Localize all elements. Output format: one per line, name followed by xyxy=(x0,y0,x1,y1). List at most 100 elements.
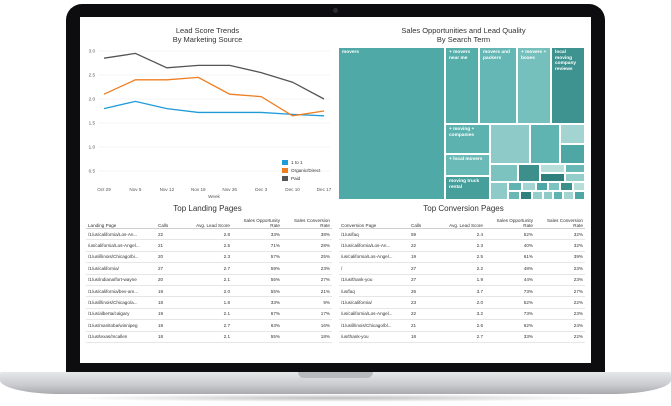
treemap-cell-small[interactable] xyxy=(536,182,548,191)
conversion-table-row[interactable]: /1/us/california/Los-An... 22 2.3 40% 32% xyxy=(339,239,585,252)
landing-col-opportunity-rate[interactable]: Sales Opportunity Rate xyxy=(232,214,282,229)
treemap-cell-moving-truck-rental[interactable]: moving truck rental xyxy=(445,176,490,200)
conversion-cell-lead-score: 2.3 xyxy=(442,239,485,252)
landing-col-conversion-rate[interactable]: Sales Conversion Rate xyxy=(282,214,332,229)
treemap-cell-small[interactable] xyxy=(565,164,585,173)
conversion-col-lead-score[interactable]: Avg. Lead Score xyxy=(442,214,485,229)
treemap-cell-small[interactable] xyxy=(490,124,530,164)
landing-table-row[interactable]: /us/california/Los-Angel... 21 2.5 71% 28% xyxy=(86,239,332,252)
treemap-cell-small[interactable] xyxy=(574,191,585,200)
landing-cell-page: /1/us/illinois/Chicago/a... xyxy=(86,296,156,309)
treemap-cell-small[interactable] xyxy=(540,164,565,173)
landing-table-row[interactable]: /1/us/california/27 2.7 59% 23% xyxy=(86,262,332,275)
treemap-cell-small[interactable] xyxy=(530,124,560,164)
landing-cell-calls: 27 xyxy=(156,262,189,275)
conversion-cell-lead-score: 2.5 xyxy=(442,251,485,264)
conversion-table-row[interactable]: /1/us/faq 59 2.4 52% 32% xyxy=(339,228,585,241)
conversion-table-row[interactable]: /1/us/california/23 2.0 52% 22% xyxy=(339,296,585,309)
treemap-cell-small[interactable] xyxy=(560,182,573,191)
treemap-cell-moving-companies[interactable]: + moving + companies xyxy=(445,124,490,154)
landing-col-lead-score[interactable]: Avg. Lead Score xyxy=(189,214,232,229)
landing-cell-opportunity-rate: 55% xyxy=(232,274,282,286)
conversion-table-row[interactable]: /us/california/Los-Angel... 19 2.5 61% 39% xyxy=(339,251,585,264)
conversion-table-row[interactable]: /1/us/illinois/Chicago/bl... 21 2.6 62% 24% xyxy=(339,319,585,332)
conversion-col-conversion-rate[interactable]: Sales Conversion Rate xyxy=(535,214,585,229)
treemap-cell-small[interactable] xyxy=(518,164,540,182)
treemap-title-line1: Sales Opportunities and Lead Quality xyxy=(401,26,526,35)
treemap-cell-small[interactable] xyxy=(508,182,522,191)
landing-table-row[interactable]: /1/us/illinois/Chicago/a... 18 1.8 33% 9% xyxy=(86,296,332,309)
treemap-label-movers-boxes: + movers + boxes xyxy=(521,50,547,61)
treemap-cell-small[interactable] xyxy=(490,182,508,200)
landing-cell-opportunity-rate: 67% xyxy=(232,308,282,321)
landing-col-page[interactable]: Landing Page xyxy=(86,214,156,229)
treemap-cell-movers-boxes[interactable]: + movers + boxes xyxy=(517,47,551,124)
landing-table-row[interactable]: /1/us/alberta/calgary 19 2.1 67% 17% xyxy=(86,308,332,321)
treemap-cell-small[interactable] xyxy=(573,182,585,191)
conversion-cell-calls: 22 xyxy=(409,239,442,252)
conversion-table-row[interactable]: /us/california/Los-Angel... 22 3.2 73% 23% xyxy=(339,308,585,321)
conversion-cell-lead-score: 2.4 xyxy=(442,228,485,241)
treemap-cell-movers-near-me[interactable]: + movers near me xyxy=(445,47,479,124)
landing-cell-page: /us/california/Los-Angel... xyxy=(86,239,156,252)
landing-table-row[interactable]: /1/us/california/bev-am... 19 2.0 55% 21% xyxy=(86,285,332,298)
conversion-cell-conversion-rate: 22% xyxy=(535,296,585,309)
landing-cell-conversion-rate: 28% xyxy=(282,239,332,252)
conversion-table-row[interactable]: /us/faq 26 3.7 73% 27% xyxy=(339,285,585,298)
conversion-cell-opportunity-rate: 52% xyxy=(485,228,535,241)
x-tick-label: Dec 3 xyxy=(255,187,267,192)
landing-table-row[interactable]: /1/us/texas/mcallen 18 2.1 55% 18% xyxy=(86,331,332,343)
treemap-label-movers-near-me: + movers near me xyxy=(449,50,471,61)
treemap-cell-local-moving-company-reviews[interactable]: local moving company reviews xyxy=(551,47,585,124)
legend-item-1to1[interactable]: 1 to 1 xyxy=(282,160,303,165)
conversion-col-page[interactable]: Conversion Page xyxy=(339,214,409,229)
landing-cell-opportunity-rate: 33% xyxy=(232,228,282,241)
landing-cell-lead-score: 2.1 xyxy=(189,274,232,286)
landing-pages-table: Landing Page Calls Avg. Lead Score Sales… xyxy=(86,214,332,343)
treemap-cell-small[interactable] xyxy=(522,182,536,191)
conversion-cell-opportunity-rate: 73% xyxy=(485,285,535,298)
landing-table-row[interactable]: /1/us/indiana/fort-wayne 20 2.1 55% 27% xyxy=(86,274,332,286)
series-line xyxy=(103,76,325,117)
laptop-base xyxy=(0,372,671,394)
landing-cell-calls: 21 xyxy=(156,239,189,252)
landing-table-row[interactable]: /1/us/manitoba/winnipeg 18 2.7 63% 16% xyxy=(86,319,332,332)
treemap-cell-movers-and-packers[interactable]: movers and packers xyxy=(479,47,517,124)
y-tick-label: 2.0 xyxy=(89,97,96,102)
treemap-cell-small[interactable] xyxy=(490,164,518,182)
landing-cell-opportunity-rate: 57% xyxy=(232,251,282,264)
landing-cell-page: /1/us/manitoba/winnipeg xyxy=(86,319,156,332)
treemap-cell-small[interactable] xyxy=(520,191,532,200)
treemap-cell-small[interactable] xyxy=(565,173,585,182)
legend-item-organic[interactable]: Organic/Direct xyxy=(282,168,320,173)
conversion-col-calls[interactable]: Calls xyxy=(409,214,442,229)
legend-item-paid[interactable]: Paid xyxy=(282,176,300,181)
landing-cell-conversion-rate: 21% xyxy=(282,285,332,298)
line-chart-title: Lead Score Trends By Marketing Source xyxy=(80,26,335,44)
treemap-cell-local-movers[interactable]: + local movers xyxy=(445,154,490,176)
conversion-table-row[interactable]: /us/thank-you 18 2.7 33% 22% xyxy=(339,331,585,343)
treemap-cell-small[interactable] xyxy=(560,144,585,164)
landing-col-calls[interactable]: Calls xyxy=(156,214,189,229)
conversion-table-row[interactable]: /27 2.2 48% 23% xyxy=(339,262,585,275)
series-line xyxy=(103,52,325,100)
conversion-table-row[interactable]: /1/us/thank-you 27 1.9 44% 23% xyxy=(339,274,585,286)
treemap-cell-small[interactable] xyxy=(540,173,565,182)
treemap-cell-small[interactable] xyxy=(553,191,563,200)
conversion-cell-opportunity-rate: 61% xyxy=(485,251,535,264)
treemap-cell-movers[interactable]: movers xyxy=(338,47,445,200)
landing-table-row[interactable]: /1/us/illinois/Chicago/bi... 20 2.3 57% 25% xyxy=(86,251,332,264)
treemap-cell-small[interactable] xyxy=(563,191,574,200)
conversion-cell-conversion-rate: 23% xyxy=(535,262,585,275)
conversion-cell-page: / xyxy=(339,262,409,275)
treemap-cell-small[interactable] xyxy=(543,191,553,200)
conversion-cell-page: /us/california/Los-Angel... xyxy=(339,308,409,321)
conversion-cell-conversion-rate: 24% xyxy=(535,319,585,332)
treemap-label-local-moving-company-reviews: local moving company reviews xyxy=(555,50,577,72)
treemap-cell-small[interactable] xyxy=(548,182,560,191)
landing-table-row[interactable]: /1/us/california/Los-An... 22 2.8 33% 38% xyxy=(86,228,332,241)
treemap-cell-small[interactable] xyxy=(560,124,585,144)
treemap-cell-small[interactable] xyxy=(508,191,520,200)
treemap-cell-small[interactable] xyxy=(532,191,543,200)
conversion-col-opportunity-rate[interactable]: Sales Opportunity Rate xyxy=(485,214,535,229)
